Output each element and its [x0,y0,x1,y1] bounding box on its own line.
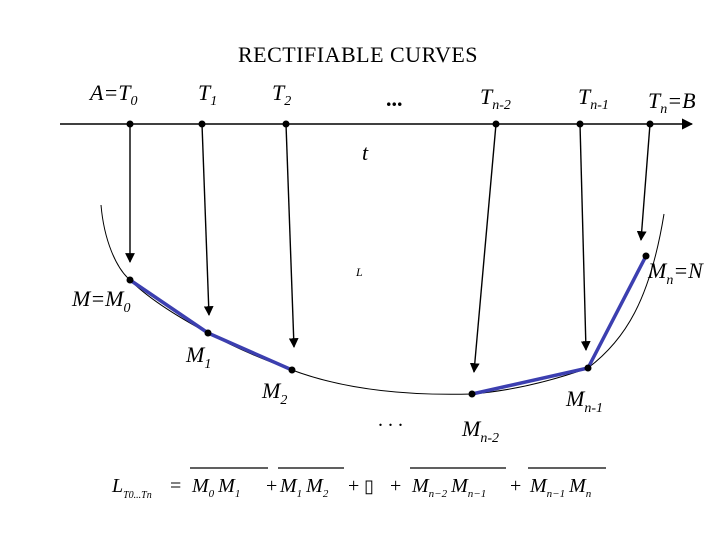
segment-mn-2-mn-1 [470,366,590,396]
arrow-t1-m1 [201,123,214,316]
curve-points [126,252,650,398]
label-tn-2: Tn-2 [480,84,511,113]
formula-term-1: M0 M1 [191,475,240,500]
label-tn-1: Tn-1 [578,84,609,113]
formula-term-4: Mn−1 Mn [529,475,592,500]
label-m2: M2 [261,378,287,408]
label-m1: M1 [185,342,211,372]
segment-m1-m2 [206,331,294,372]
point-mn [642,252,650,260]
inscribed-polyline [128,254,648,396]
segment-m0-m1 [128,278,210,335]
label-top-ellipsis: ... [386,86,403,111]
label-t1: T1 [198,80,217,109]
formula-ellipsis-glyph: ▯ [364,476,374,496]
mapping-arrows [125,123,651,373]
label-mn-1: Mn-1 [565,386,603,416]
formula-plus-4: + [510,475,521,497]
segment-mn-1-mn [586,254,648,370]
arrow-tn-1-mn-1 [579,123,591,351]
label-bottom-ellipsis: . . . [378,409,403,431]
arrow-tn-mn [636,123,651,241]
formula-term-3: Mn−2 Mn−1 [411,475,486,500]
diagram-title: RECTIFIABLE CURVES [238,42,478,67]
parameter-labels: A=T0 T1 T2 ... Tn-2 Tn-1 Tn=B [88,80,696,117]
formula-plus-1: + [266,475,277,497]
formula-equals: = [170,475,181,497]
point-mn-1 [584,364,592,372]
label-mn-2: Mn-2 [461,416,499,446]
point-mn-2 [468,390,476,398]
label-t0: A=T0 [88,80,138,109]
point-m1 [204,329,212,337]
formula-lhs: LT0...Tn [111,475,152,501]
label-mn: Mn=N [647,258,704,288]
label-m0: M=M0 [71,286,131,316]
length-formula: LT0...Tn = M0 M1 + M1 M2 + ▯ + Mn−2 Mn−1 + … [111,467,606,501]
point-m2 [288,366,296,374]
axis-label-t: t [362,140,369,165]
arrow-tn-2-mn-2 [469,123,497,373]
formula-plus-2: + [348,475,359,497]
arrow-t2-m2 [285,123,299,348]
curve-point-labels: M=M0 M1 M2 . . . Mn-2 Mn-1 Mn=N [71,258,704,446]
formula-term-2: M1 M2 [279,475,329,500]
curve-label-l: L [355,265,363,279]
label-t2: T2 [272,80,291,109]
formula-plus-3: + [390,475,401,497]
point-m0 [126,276,134,284]
label-tn: Tn=B [648,88,696,117]
